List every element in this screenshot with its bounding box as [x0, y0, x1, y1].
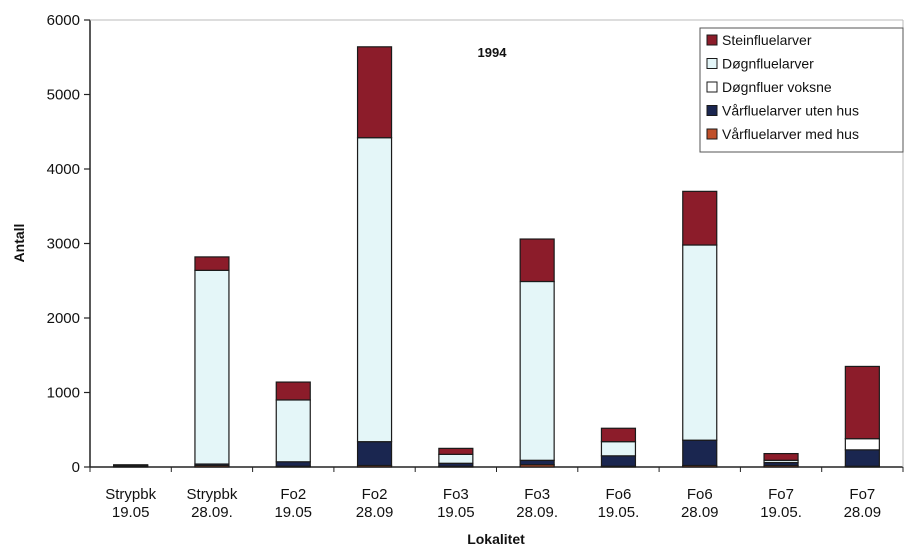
bar-segment — [276, 400, 310, 462]
x-category-label: 19.05 — [112, 504, 150, 521]
legend-label: Vårfluelarver uten hus — [722, 103, 859, 119]
x-axis-title: Lokalitet — [467, 531, 525, 547]
y-tick-label: 4000 — [47, 161, 80, 178]
bar-segment — [195, 257, 229, 270]
bar-segment — [276, 462, 310, 466]
bar-segment — [520, 239, 554, 281]
legend-label: Døgnfluer voksne — [722, 79, 832, 95]
bar-segment — [520, 281, 554, 460]
x-category-label: 19.05 — [437, 504, 475, 521]
x-category-label: Fo7 — [768, 486, 794, 503]
legend-label: Døgnfluelarver — [722, 56, 814, 72]
x-category-label: Fo7 — [849, 486, 875, 503]
chart-title: 1994 — [478, 45, 508, 60]
bar-segment — [520, 460, 554, 464]
y-tick-label: 0 — [72, 459, 80, 476]
x-category-label: Fo2 — [280, 486, 306, 503]
legend-label: Vårfluelarver med hus — [722, 126, 859, 142]
bar-segment — [845, 439, 879, 450]
y-tick-label: 3000 — [47, 236, 80, 253]
y-tick-label: 5000 — [47, 87, 80, 104]
bar-segment — [358, 47, 392, 138]
bar-segment — [601, 456, 635, 466]
x-category-label: Fo2 — [362, 486, 388, 503]
x-category-label: 28.09. — [191, 504, 233, 521]
x-category-label: Fo3 — [524, 486, 550, 503]
x-category-label: 19.05. — [598, 504, 640, 521]
x-category-label: 28.09 — [356, 504, 394, 521]
bar-segment — [358, 138, 392, 442]
x-category-label: 28.09 — [681, 504, 719, 521]
bar-segment — [764, 454, 798, 461]
y-axis-ticks: 0 1000 2000 3000 4000 5000 6000 — [47, 12, 90, 476]
bar-segment — [601, 442, 635, 456]
bar-segment — [601, 428, 635, 441]
x-category-label: 19.05. — [760, 504, 802, 521]
x-category-label: 28.09. — [516, 504, 558, 521]
bar-segment — [845, 450, 879, 466]
x-category-label: Strypbk — [187, 486, 238, 503]
y-axis-title: Antall — [11, 224, 27, 263]
legend-swatch — [707, 35, 717, 45]
x-category-label: 28.09 — [844, 504, 882, 521]
bar-segment — [439, 454, 473, 463]
x-category-label: 19.05 — [274, 504, 312, 521]
bar-segment — [683, 191, 717, 245]
x-category-label: Fo3 — [443, 486, 469, 503]
bar-segment — [439, 448, 473, 454]
x-category-label: Fo6 — [606, 486, 632, 503]
legend: Steinfluelarver Døgnfluelarver Døgnfluer v… — [700, 28, 903, 152]
bar-segment — [195, 270, 229, 464]
legend-swatch — [707, 106, 717, 116]
bar-segment — [276, 382, 310, 400]
y-tick-label: 2000 — [47, 310, 80, 327]
y-tick-label: 6000 — [47, 12, 80, 29]
x-category-label: Fo6 — [687, 486, 713, 503]
bar-segment — [845, 366, 879, 438]
y-tick-label: 1000 — [47, 385, 80, 402]
legend-label: Steinfluelarver — [722, 32, 812, 48]
legend-swatch — [707, 59, 717, 69]
bar-segment — [358, 442, 392, 466]
bar-segment — [683, 245, 717, 440]
legend-swatch — [707, 82, 717, 92]
x-axis-category-labels: Strypbk19.05Strypbk28.09.Fo219.05Fo228.0… — [90, 467, 903, 521]
bar-segment — [683, 440, 717, 465]
legend-swatch — [707, 129, 717, 139]
x-category-label: Strypbk — [105, 486, 156, 503]
